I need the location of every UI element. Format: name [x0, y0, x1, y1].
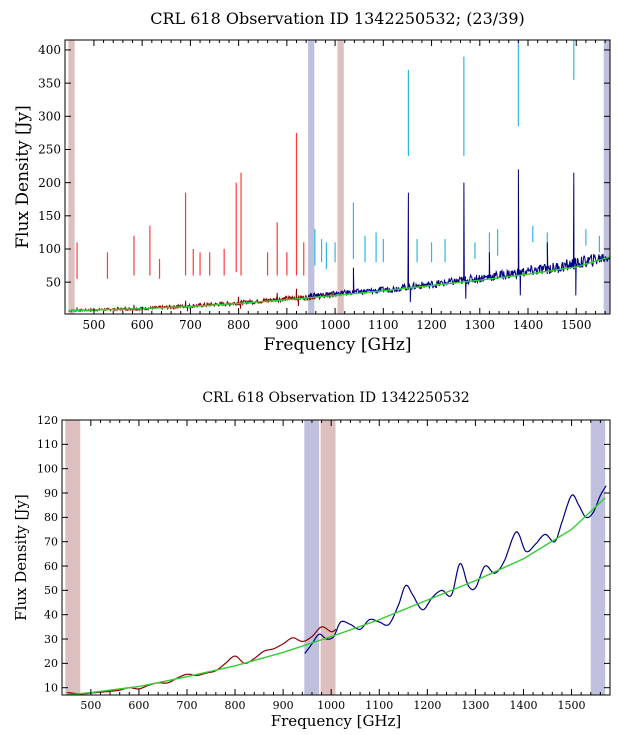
- chart-title: CRL 618 Observation ID 1342250532; (23/3…: [150, 9, 525, 28]
- band-slw-0: [65, 420, 81, 695]
- y-tick-label: 30: [44, 633, 58, 646]
- x-axis-label: Frequency [GHz]: [264, 335, 412, 355]
- y-tick-label: 110: [37, 438, 58, 451]
- x-tick-label: 1100: [365, 699, 393, 712]
- y-tick-label: 40: [44, 609, 58, 622]
- y-axis-label: Flux Density [Jy]: [12, 494, 30, 621]
- chart-title: CRL 618 Observation ID 1342250532: [202, 390, 469, 406]
- plot-frame: [61, 419, 611, 696]
- y-tick-label: 10: [44, 682, 58, 695]
- band-ssw-1: [304, 420, 320, 695]
- x-tick-label: 700: [179, 318, 202, 332]
- x-tick-label: 600: [128, 699, 149, 712]
- y-tick-label: 100: [38, 242, 61, 256]
- x-tick-label: 800: [227, 318, 250, 332]
- x-tick-label: 1500: [561, 318, 592, 332]
- x-axis-label: Frequency [GHz]: [271, 712, 402, 730]
- x-tick-label: 1400: [509, 699, 537, 712]
- y-tick-label: 60: [44, 560, 58, 573]
- band-slw-2: [320, 420, 336, 695]
- x-tick-label: 1000: [317, 699, 345, 712]
- x-tick-label: 600: [131, 318, 154, 332]
- x-tick-label: 1500: [558, 699, 586, 712]
- top-chart: 500 600 700 800 900 1000 1100 1200 1300 1400 1500 5…: [13, 9, 611, 355]
- y-tick-label: 50: [44, 584, 58, 597]
- spectrum-slw: [68, 288, 338, 313]
- y-tick-label: 200: [38, 176, 61, 190]
- x-tick-label: 1300: [461, 699, 489, 712]
- bottom-chart: 500 600 700 800 900 1000 1100 1200 1300 1400 1500 1…: [12, 390, 611, 730]
- y-tick-label: 80: [44, 511, 58, 524]
- y-tick-label: 300: [38, 109, 61, 123]
- y-tick-label: 100: [37, 463, 58, 476]
- x-tick-label: 500: [80, 699, 101, 712]
- y-tick-label: 120: [37, 414, 58, 427]
- x-tick-label: 1100: [368, 318, 399, 332]
- band-slw-0: [68, 40, 75, 314]
- y-tick-label: 150: [38, 209, 61, 223]
- plot-area: [65, 420, 607, 695]
- x-tick-label: 500: [82, 318, 105, 332]
- y-tick-label: 70: [44, 536, 58, 549]
- plot-frame: [64, 39, 611, 315]
- x-tick-label: 700: [176, 699, 197, 712]
- y-tick-label: 50: [46, 275, 61, 289]
- band-slw-2: [337, 40, 344, 314]
- x-tick-label: 1200: [413, 699, 441, 712]
- y-tick-label: 20: [44, 657, 58, 670]
- y-tick-label: 400: [38, 43, 61, 57]
- y-axis-label: Flux Density [Jy]: [13, 105, 33, 249]
- x-tick-label: 1200: [416, 318, 447, 332]
- y-tick-label: 250: [38, 143, 61, 157]
- x-tick-label: 1400: [513, 318, 544, 332]
- x-tick-label: 1300: [465, 318, 496, 332]
- plot-area: [68, 40, 610, 314]
- x-tick-label: 800: [225, 699, 246, 712]
- spectrum-ssw: [307, 169, 610, 303]
- x-tick-label: 900: [273, 699, 294, 712]
- spectrum-slw: [66, 626, 337, 695]
- band-ssw-1: [308, 40, 315, 314]
- x-tick-label: 1000: [320, 318, 351, 332]
- y-tick-label: 90: [44, 487, 58, 500]
- band-ssw-3: [603, 40, 610, 314]
- y-tick-label: 350: [38, 76, 61, 90]
- band-ssw-3: [590, 420, 606, 695]
- x-tick-label: 900: [275, 318, 298, 332]
- spectrum-ssw: [304, 485, 607, 654]
- continuum-fit: [66, 497, 606, 695]
